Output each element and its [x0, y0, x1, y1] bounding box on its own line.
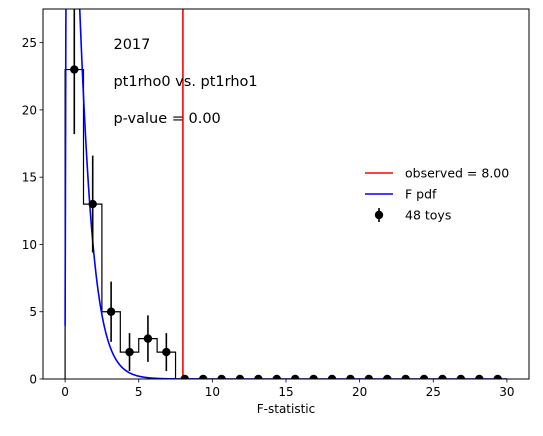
y-tick-label: 0 — [29, 373, 37, 387]
toy-point — [70, 65, 79, 74]
legend-toys-label: 48 toys — [405, 208, 451, 223]
y-axis: 0 5 10 15 20 25 — [22, 36, 43, 387]
legend-observed-label: observed = 8.00 — [405, 166, 509, 181]
toy-point — [401, 374, 410, 379]
toy-point — [143, 334, 153, 343]
f-pdf-curve — [64, 9, 507, 379]
x-tick-label: 30 — [499, 385, 514, 399]
toy-point — [291, 374, 300, 379]
toy-point — [346, 374, 355, 379]
annotation-p-value: p-value = 0.00 — [113, 111, 220, 127]
toy-point — [438, 374, 447, 379]
toy-point — [456, 374, 466, 379]
x-tick-label: 25 — [426, 385, 441, 399]
y-tick-label: 10 — [22, 238, 37, 252]
f-pdf-series — [64, 9, 507, 379]
histogram-series — [64, 68, 507, 379]
annotation-comparison: pt1rho0 vs. pt1rho1 — [113, 74, 257, 90]
toy-point — [217, 374, 226, 379]
plot-area — [64, 9, 507, 379]
toy-point — [198, 374, 208, 379]
x-axis: 0 5 10 15 20 25 30 — [61, 379, 515, 399]
toy-point — [125, 347, 134, 357]
y-tick-label: 15 — [22, 171, 37, 185]
legend: observed = 8.00 F pdf 48 toys — [365, 166, 509, 223]
x-axis-label: F-statistic — [257, 402, 315, 416]
toy-point — [235, 374, 245, 379]
toy-point — [106, 307, 116, 316]
legend-toys-marker — [374, 210, 384, 220]
x-tick-label: 15 — [278, 385, 293, 399]
toy-point — [419, 374, 429, 379]
toy-point — [493, 374, 502, 379]
legend-f-pdf-label: F pdf — [405, 187, 437, 202]
toys-series — [70, 9, 502, 379]
x-tick-label: 10 — [205, 385, 220, 399]
toy-point — [180, 374, 189, 379]
y-tick-label: 5 — [29, 305, 37, 319]
x-tick-label: 20 — [352, 385, 367, 399]
x-tick-label: 5 — [135, 385, 143, 399]
axes-frame — [42, 8, 530, 380]
toy-point — [475, 374, 484, 379]
legend-toys-swatch — [374, 208, 384, 222]
toy-point — [162, 347, 171, 357]
toy-point — [272, 374, 281, 379]
y-tick-label: 25 — [22, 36, 37, 50]
x-tick-label: 0 — [61, 385, 69, 399]
y-tick-label: 20 — [22, 103, 37, 117]
annotations: 2017 pt1rho0 vs. pt1rho1 p-value = 0.00 — [113, 37, 257, 127]
toy-point — [88, 199, 97, 209]
toy-point — [383, 374, 392, 379]
toy-point — [309, 374, 318, 379]
toy-point — [364, 374, 374, 379]
histogram-outline — [64, 68, 507, 379]
toy-point — [254, 374, 263, 379]
toy-point — [327, 374, 337, 379]
annotation-year: 2017 — [113, 37, 150, 53]
